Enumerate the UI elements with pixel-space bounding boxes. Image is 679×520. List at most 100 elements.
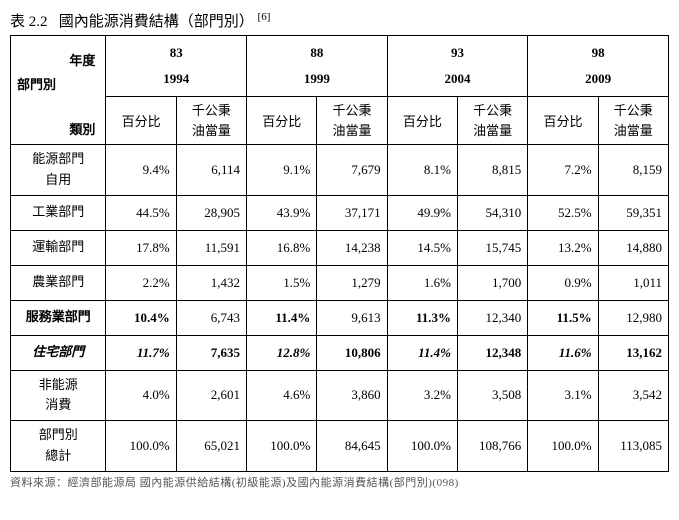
row-label: 部門別總計 (11, 421, 106, 472)
cell-val: 54,310 (457, 195, 527, 230)
cell-pct: 49.9% (387, 195, 457, 230)
title-ref: [6] (258, 11, 271, 23)
header-year-label: 年度 (69, 50, 95, 69)
cell-pct: 2.2% (106, 265, 176, 300)
cell-pct: 1.5% (247, 265, 317, 300)
year-roc-3: 98 (528, 36, 669, 67)
row-label: 工業部門 (11, 195, 106, 230)
cell-val: 3,508 (457, 370, 527, 421)
cell-pct: 100.0% (528, 421, 598, 472)
cell-pct: 14.5% (387, 230, 457, 265)
table-row: 運輸部門17.8%11,59116.8%14,23814.5%15,74513.… (11, 230, 669, 265)
header-diag-cell: 年度 部門別 類別 (11, 36, 106, 145)
table-row: 農業部門2.2%1,4321.5%1,2791.6%1,7000.9%1,011 (11, 265, 669, 300)
cell-val: 14,238 (317, 230, 387, 265)
table-footnote: 資料來源：經濟部能源局 國內能源供給結構(初級能源)及國內能源消費結構(部門別)… (10, 474, 669, 490)
cell-val: 1,700 (457, 265, 527, 300)
row-label: 非能源消費 (11, 370, 106, 421)
subcol-val-0: 千公秉 油當量 (176, 97, 246, 145)
subcol-pct-3: 百分比 (528, 97, 598, 145)
subcol-pct-2: 百分比 (387, 97, 457, 145)
title-main: 國內能源消費結構（部門別） (59, 14, 254, 30)
year-ad-2: 2004 (387, 66, 528, 97)
cell-val: 28,905 (176, 195, 246, 230)
row-label: 住宅部門 (11, 335, 106, 370)
cell-pct: 3.1% (528, 370, 598, 421)
year-ad-0: 1994 (106, 66, 247, 97)
cell-pct: 0.9% (528, 265, 598, 300)
cell-val: 13,162 (598, 335, 668, 370)
cell-val: 14,880 (598, 230, 668, 265)
year-roc-1: 88 (247, 36, 388, 67)
cell-val: 6,114 (176, 145, 246, 196)
cell-val: 1,279 (317, 265, 387, 300)
table-row: 住宅部門11.7%7,63512.8%10,80611.4%12,34811.6… (11, 335, 669, 370)
table-row: 非能源消費4.0%2,6014.6%3,8603.2%3,5083.1%3,54… (11, 370, 669, 421)
cell-val: 12,340 (457, 300, 527, 335)
cell-val: 11,591 (176, 230, 246, 265)
cell-pct: 13.2% (528, 230, 598, 265)
cell-val: 65,021 (176, 421, 246, 472)
energy-table: 年度 部門別 類別 83 88 93 98 1994 1999 2004 200… (10, 35, 669, 472)
cell-pct: 11.4% (247, 300, 317, 335)
cell-pct: 11.7% (106, 335, 176, 370)
year-roc-2: 93 (387, 36, 528, 67)
row-label: 服務業部門 (11, 300, 106, 335)
subcol-val-1: 千公秉 油當量 (317, 97, 387, 145)
row-label: 能源部門自用 (11, 145, 106, 196)
year-roc-0: 83 (106, 36, 247, 67)
cell-val: 6,743 (176, 300, 246, 335)
cell-val: 15,745 (457, 230, 527, 265)
cell-pct: 11.6% (528, 335, 598, 370)
cell-pct: 1.6% (387, 265, 457, 300)
table-row: 工業部門44.5%28,90543.9%37,17149.9%54,31052.… (11, 195, 669, 230)
table-row: 部門別總計100.0%65,021100.0%84,645100.0%108,7… (11, 421, 669, 472)
cell-val: 8,815 (457, 145, 527, 196)
header-row-2: 1994 1999 2004 2009 (11, 66, 669, 97)
cell-val: 8,159 (598, 145, 668, 196)
cell-pct: 9.1% (247, 145, 317, 196)
cell-pct: 4.6% (247, 370, 317, 421)
cell-pct: 43.9% (247, 195, 317, 230)
cell-pct: 11.3% (387, 300, 457, 335)
cell-val: 108,766 (457, 421, 527, 472)
cell-pct: 7.2% (528, 145, 598, 196)
cell-pct: 17.8% (106, 230, 176, 265)
cell-val: 84,645 (317, 421, 387, 472)
cell-pct: 100.0% (387, 421, 457, 472)
table-row: 能源部門自用9.4%6,1149.1%7,6798.1%8,8157.2%8,1… (11, 145, 669, 196)
subcol-pct-0: 百分比 (106, 97, 176, 145)
cell-pct: 11.4% (387, 335, 457, 370)
cell-val: 3,542 (598, 370, 668, 421)
cell-pct: 3.2% (387, 370, 457, 421)
row-label: 運輸部門 (11, 230, 106, 265)
subcol-pct-1: 百分比 (247, 97, 317, 145)
cell-val: 113,085 (598, 421, 668, 472)
cell-pct: 44.5% (106, 195, 176, 230)
table-title: 表 2.2 國內能源消費結構（部門別） [6] (10, 10, 669, 31)
cell-val: 1,432 (176, 265, 246, 300)
cell-pct: 9.4% (106, 145, 176, 196)
cell-pct: 8.1% (387, 145, 457, 196)
cell-val: 1,011 (598, 265, 668, 300)
table-row: 服務業部門10.4%6,74311.4%9,61311.3%12,34011.5… (11, 300, 669, 335)
cell-pct: 10.4% (106, 300, 176, 335)
header-row-3: 百分比 千公秉 油當量 百分比 千公秉 油當量 百分比 千公秉 油當量 百分比 … (11, 97, 669, 145)
year-ad-3: 2009 (528, 66, 669, 97)
cell-val: 7,679 (317, 145, 387, 196)
cell-val: 10,806 (317, 335, 387, 370)
cell-val: 9,613 (317, 300, 387, 335)
header-dept-label: 部門別 (17, 74, 56, 93)
cell-pct: 11.5% (528, 300, 598, 335)
cell-val: 59,351 (598, 195, 668, 230)
cell-val: 2,601 (176, 370, 246, 421)
cell-pct: 100.0% (106, 421, 176, 472)
cell-pct: 12.8% (247, 335, 317, 370)
title-prefix: 表 2.2 (10, 14, 48, 30)
cell-val: 7,635 (176, 335, 246, 370)
cell-val: 12,980 (598, 300, 668, 335)
cell-val: 12,348 (457, 335, 527, 370)
cell-val: 3,860 (317, 370, 387, 421)
year-ad-1: 1999 (247, 66, 388, 97)
cell-pct: 52.5% (528, 195, 598, 230)
